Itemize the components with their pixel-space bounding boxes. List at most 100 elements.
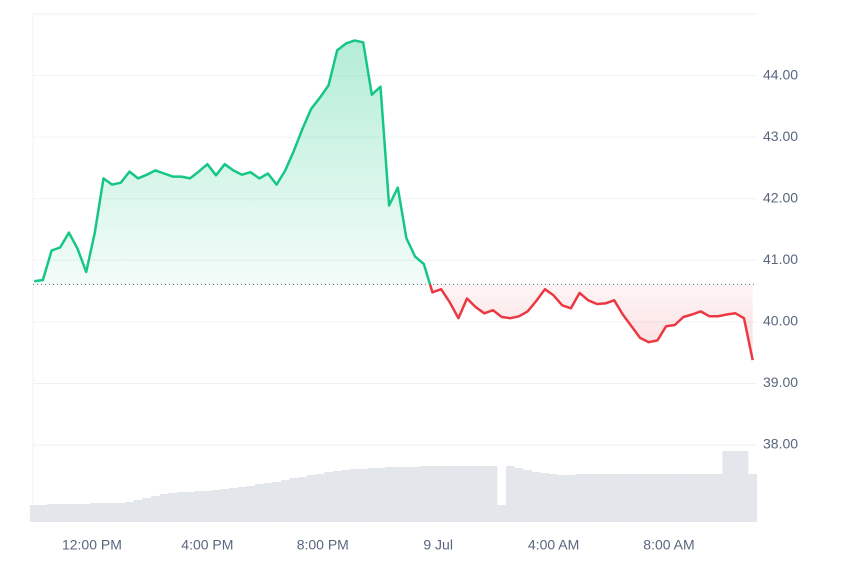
volume-bar [38, 505, 48, 522]
volume-bar [393, 467, 403, 522]
volume-bar [306, 475, 316, 522]
volume-bar [177, 492, 186, 522]
volume-bar [116, 503, 126, 522]
x-tick-label: 4:00 PM [181, 537, 233, 553]
volume-bar [471, 466, 481, 522]
volume-bar [419, 466, 429, 522]
volume-bar [627, 474, 636, 522]
volume-bar [228, 488, 238, 522]
volume-bar [315, 474, 325, 522]
volume-bar [670, 474, 680, 522]
volume-bar [410, 467, 420, 522]
y-tick-label: 44.00 [763, 66, 798, 82]
volume-bar [601, 474, 610, 522]
volume-bar [220, 489, 229, 522]
volume-bar [332, 471, 342, 522]
y-tick-label: 41.00 [763, 251, 798, 267]
volume-bar [324, 472, 333, 522]
volume-bar [246, 486, 255, 522]
volume-bar [583, 474, 593, 522]
volume-bar [185, 492, 195, 522]
price-fill [34, 40, 753, 361]
volume-bar [73, 504, 82, 522]
x-tick-label: 8:00 PM [297, 537, 349, 553]
volume-bar [159, 494, 169, 522]
x-tick-label: 12:00 PM [62, 537, 122, 553]
y-tick-label: 39.00 [763, 374, 798, 390]
volume-bar [488, 466, 498, 522]
volume-bar [731, 451, 740, 522]
volume-bar [142, 498, 152, 522]
volume-bar [107, 503, 117, 522]
volume-bar [428, 466, 437, 522]
volume-bar [696, 474, 706, 522]
volume-bar [358, 469, 368, 522]
volume-bar [64, 504, 74, 522]
volume-bar [713, 474, 723, 522]
volume-bar [289, 478, 299, 522]
volume-bar [445, 466, 455, 522]
volume-bar [341, 470, 351, 522]
x-tick-label: 4:00 AM [528, 537, 579, 553]
x-tick-label: 8:00 AM [643, 537, 694, 553]
volume-bar [653, 474, 662, 522]
volume-bar [47, 504, 56, 522]
volume-bar [29, 505, 39, 522]
volume-bar [272, 482, 281, 522]
volume-bar [168, 493, 178, 522]
volume-bar [618, 474, 628, 522]
volume-bar [194, 491, 204, 522]
volume-bar [151, 496, 160, 522]
volume-bar [514, 468, 524, 522]
volume-bar [687, 474, 697, 522]
volume-bar [384, 467, 394, 522]
volume-bar [133, 500, 143, 522]
volume-bar [566, 475, 576, 522]
x-tick-label: 9 Jul [423, 537, 453, 553]
y-tick-label: 43.00 [763, 128, 798, 144]
volume-bar [350, 469, 359, 522]
volume-bar [739, 451, 749, 522]
volume-bar [81, 504, 91, 522]
volume-bar [55, 504, 65, 522]
volume-bar [211, 490, 221, 522]
volume-bar [263, 483, 273, 522]
volume-bar [298, 477, 307, 522]
volume-bar [661, 474, 671, 522]
volume-bar [722, 451, 732, 522]
volume-bar [376, 468, 385, 522]
volume-bar [125, 502, 134, 522]
volume-bar [99, 503, 108, 522]
volume-bar [436, 466, 446, 522]
volume-bar [480, 466, 489, 522]
volume-bar [557, 475, 567, 522]
volume-bar [254, 484, 264, 522]
volume-bars [29, 451, 757, 522]
volume-bar [705, 474, 714, 522]
volume-bar [609, 474, 619, 522]
volume-bar [402, 467, 411, 522]
price-line [34, 39, 754, 361]
y-tick-label: 40.00 [763, 313, 798, 329]
axis-labels: 38.00 39.00 40.00 41.00 42.00 43.00 44.00 12:00… [62, 66, 798, 552]
volume-bar [280, 480, 290, 522]
volume-bar [90, 503, 100, 522]
volume-bar [644, 474, 654, 522]
volume-bar [367, 468, 377, 522]
volume-bar [237, 487, 247, 522]
volume-bar [592, 474, 602, 522]
volume-bar [497, 505, 506, 522]
volume-bar [549, 474, 558, 522]
y-tick-label: 38.00 [763, 436, 798, 452]
volume-bar [454, 466, 463, 522]
volume-bar [531, 472, 541, 522]
volume-bar [540, 473, 550, 522]
volume-bar [462, 466, 472, 522]
volume-bar [203, 491, 212, 522]
volume-bar [575, 474, 584, 522]
volume-bar [679, 474, 688, 522]
volume-bar [635, 474, 645, 522]
volume-bar [523, 470, 532, 522]
volume-bar [505, 466, 515, 522]
